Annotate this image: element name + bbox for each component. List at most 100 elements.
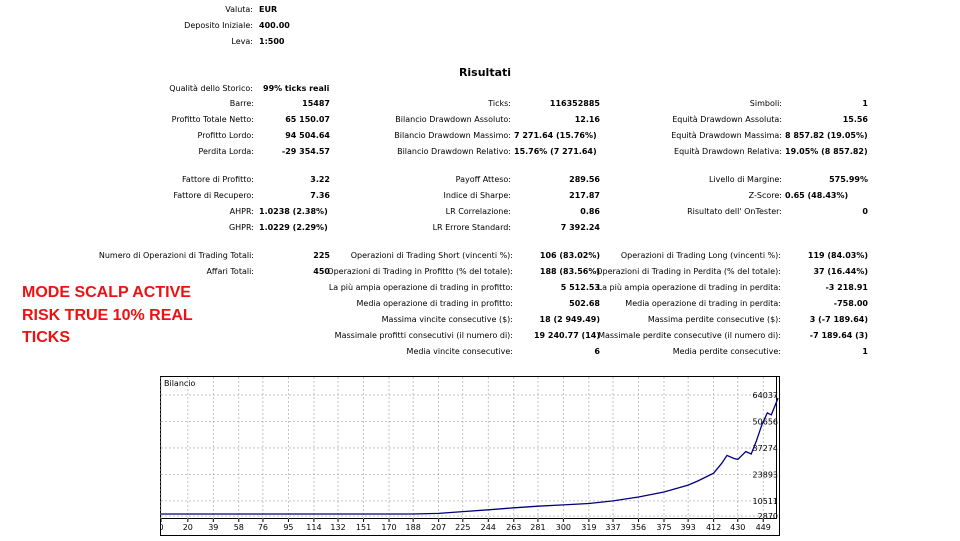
trade-stat-value: 502.68 bbox=[569, 299, 600, 308]
param-label: Deposito Iniziale: bbox=[184, 21, 253, 30]
trade-stat-label: Operazioni di Trading Short (vincenti %)… bbox=[350, 251, 513, 260]
x-tick-label: 76 bbox=[258, 523, 268, 532]
trade-stat-label: Operazioni di Trading Long (vincenti %): bbox=[620, 251, 781, 260]
trade-stat-value: 1 bbox=[862, 347, 868, 356]
balance-chart: 0 20 39 58 76 95 114 132 151 170 188 207 225 244 263 28… bbox=[160, 376, 780, 536]
stat-label: Profitto Totale Netto: bbox=[171, 115, 254, 124]
stat-value: 65 150.07 bbox=[285, 115, 330, 124]
stat-value: 15.56 bbox=[842, 115, 868, 124]
stat-label: Z-Score: bbox=[748, 191, 782, 200]
stat-label: Bilancio Drawdown Assoluto: bbox=[395, 115, 511, 124]
note-line: MODE SCALP ACTIVE bbox=[22, 284, 191, 301]
stat-label: Indice di Sharpe: bbox=[443, 191, 511, 200]
x-tick-label: 356 bbox=[631, 523, 646, 532]
stat-value: 15.76% (7 271.64) bbox=[514, 147, 597, 156]
y-tick-label: 37274 bbox=[753, 444, 778, 453]
trade-stat-label: La più ampia operazione di trading in pe… bbox=[597, 283, 781, 292]
trade-stat-label: Media vincite consecutive: bbox=[406, 347, 513, 356]
stat-value: 575.99% bbox=[829, 175, 868, 184]
x-tick-label: 337 bbox=[605, 523, 620, 532]
stat-label: Risultato dell' OnTester: bbox=[687, 207, 782, 216]
stat-label: Perdita Lorda: bbox=[198, 147, 254, 156]
trade-stat-label: Massimale perdite consecutive (il numero… bbox=[598, 331, 781, 340]
note-line: TICKS bbox=[22, 329, 70, 346]
x-tick-label: 132 bbox=[330, 523, 345, 532]
stat-value: 8 857.82 (19.05%) bbox=[785, 131, 868, 140]
y-tick-label: 10511 bbox=[753, 497, 778, 506]
trade-stat-value: 119 (84.03%) bbox=[807, 251, 868, 260]
stat-value: 7 392.24 bbox=[560, 223, 600, 232]
stat-value: 1.0238 (2.38%) bbox=[259, 207, 328, 216]
x-tick-label: 0 bbox=[160, 523, 164, 532]
stat-label: GHPR: bbox=[228, 223, 254, 232]
x-tick-label: 300 bbox=[556, 523, 571, 532]
stat-label: LR Errore Standard: bbox=[432, 223, 511, 232]
param-value: EUR bbox=[259, 5, 278, 14]
history-quality-value: 99% ticks reali bbox=[263, 84, 330, 93]
stat-label: Profitto Lordo: bbox=[197, 131, 254, 140]
trade-stat-value: 37 (16.44%) bbox=[813, 267, 868, 276]
trade-stat-value: 19 240.77 (14) bbox=[533, 331, 600, 340]
x-tick-label: 207 bbox=[431, 523, 446, 532]
stat-value: 1.0229 (2.29%) bbox=[259, 223, 328, 232]
stat-value: 12.16 bbox=[574, 115, 600, 124]
x-tick-label: 151 bbox=[356, 523, 371, 532]
trade-stat-label: Massima vincite consecutive ($): bbox=[381, 315, 513, 324]
x-tick-label: 39 bbox=[208, 523, 218, 532]
trade-stat-value: -758.00 bbox=[833, 299, 868, 308]
stat-value: -29 354.57 bbox=[281, 147, 330, 156]
stat-label: Bilancio Drawdown Massimo: bbox=[394, 131, 511, 140]
y-tick-label: 2870 bbox=[758, 512, 778, 521]
stat-value: 19.05% (8 857.82) bbox=[785, 147, 868, 156]
trade-stat-value: 106 (83.02%) bbox=[539, 251, 600, 260]
trade-stat-value: 5 512.53 bbox=[560, 283, 600, 292]
trade-stat-value: 3 (-7 189.64) bbox=[809, 315, 868, 324]
trade-stat-value: -7 189.64 (3) bbox=[809, 331, 868, 340]
chart-title: Bilancio bbox=[164, 379, 196, 388]
stat-value: 7.36 bbox=[310, 191, 330, 200]
trade-stat-label: Massima perdite consecutive ($): bbox=[647, 315, 781, 324]
stat-value: 116352885 bbox=[549, 99, 600, 108]
x-tick-label: 225 bbox=[455, 523, 470, 532]
param-value: 400.00 bbox=[259, 21, 290, 30]
stat-label: Payoff Atteso: bbox=[455, 175, 511, 184]
trade-stat-label: Operazioni di Trading in Profitto (% del… bbox=[327, 267, 513, 276]
param-value: 1:500 bbox=[259, 37, 285, 46]
trade-stat-label: La più ampia operazione di trading in pr… bbox=[328, 283, 513, 292]
trade-stat-label: Media perdite consecutive: bbox=[672, 347, 781, 356]
y-tick-label: 64037 bbox=[753, 391, 778, 400]
x-tick-label: 95 bbox=[283, 523, 293, 532]
param-label: Leva: bbox=[231, 37, 253, 46]
stat-label: LR Correlazione: bbox=[445, 207, 511, 216]
stat-value: 0.86 bbox=[580, 207, 600, 216]
history-quality-label: Qualità dello Storico: bbox=[169, 84, 253, 93]
trade-stat-label: Numero di Operazioni di Trading Totali: bbox=[98, 251, 254, 260]
chart-frame bbox=[160, 376, 780, 536]
x-tick-label: 188 bbox=[406, 523, 421, 532]
trade-stat-value: 225 bbox=[313, 251, 330, 260]
x-tick-label: 20 bbox=[183, 523, 193, 532]
trade-stat-value: -3 218.91 bbox=[825, 283, 868, 292]
trade-stat-value: 450 bbox=[313, 267, 330, 276]
note-line: RISK TRUE 10% REAL bbox=[22, 307, 193, 324]
x-tick-label: 281 bbox=[530, 523, 545, 532]
x-tick-label: 449 bbox=[756, 523, 771, 532]
stat-value: 0.65 (48.43%) bbox=[785, 191, 849, 200]
stat-label: Fattore di Profitto: bbox=[182, 175, 254, 184]
x-tick-label: 170 bbox=[381, 523, 396, 532]
stat-value: 217.87 bbox=[569, 191, 600, 200]
results-title: Risultati bbox=[458, 66, 512, 79]
trade-stat-label: Media operazione di trading in profitto: bbox=[356, 299, 514, 308]
stat-label: Equità Drawdown Relativa: bbox=[674, 147, 782, 156]
trade-stat-value: 188 (83.56%) bbox=[539, 267, 600, 276]
stat-value: 94 504.64 bbox=[285, 131, 330, 140]
x-tick-label: 244 bbox=[481, 523, 496, 532]
plot-area bbox=[160, 376, 777, 519]
trade-stat-value: 18 (2 949.49) bbox=[539, 315, 600, 324]
stat-label: Equità Drawdown Assoluta: bbox=[672, 115, 782, 124]
stat-label: Simboli: bbox=[749, 99, 782, 108]
stat-label: AHPR: bbox=[229, 207, 254, 216]
y-tick-label: 23893 bbox=[753, 470, 778, 479]
x-tick-label: 412 bbox=[706, 523, 721, 532]
stat-value: 3.22 bbox=[310, 175, 330, 184]
